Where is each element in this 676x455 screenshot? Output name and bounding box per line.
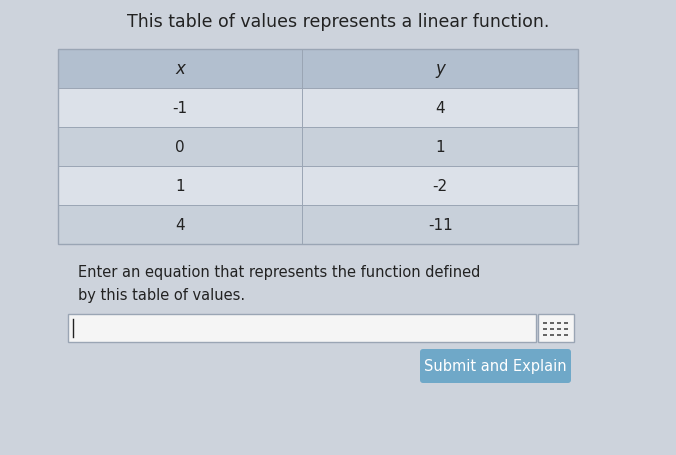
Bar <box>557 334 561 336</box>
Text: 4: 4 <box>435 101 445 116</box>
Bar <box>557 322 561 324</box>
Text: -1: -1 <box>172 101 188 116</box>
Bar <box>58 50 578 244</box>
Text: 0: 0 <box>175 140 185 155</box>
Text: -11: -11 <box>428 217 452 233</box>
Bar <box>543 322 547 324</box>
Bar <box>58 128 302 167</box>
Bar <box>302 89 578 128</box>
Text: Submit and Explain: Submit and Explain <box>424 359 566 374</box>
Bar <box>302 206 578 244</box>
Bar <box>557 328 561 330</box>
Text: x: x <box>175 61 185 78</box>
Bar <box>550 322 554 324</box>
Bar <box>543 328 547 330</box>
Text: 1: 1 <box>435 140 445 155</box>
Bar <box>302 167 578 206</box>
Bar <box>58 167 302 206</box>
Bar <box>58 89 302 128</box>
Bar <box>58 50 302 89</box>
Text: This table of values represents a linear function.: This table of values represents a linear… <box>127 13 549 31</box>
Bar <box>564 334 568 336</box>
Bar <box>564 322 568 324</box>
Bar <box>550 334 554 336</box>
Text: y: y <box>435 61 445 78</box>
FancyBboxPatch shape <box>420 349 571 383</box>
Bar <box>564 328 568 330</box>
Bar <box>58 206 302 244</box>
Text: -2: -2 <box>433 179 448 193</box>
Bar <box>550 328 554 330</box>
Bar <box>302 50 578 89</box>
Bar <box>543 334 547 336</box>
Text: Enter an equation that represents the function defined
by this table of values.: Enter an equation that represents the fu… <box>78 264 481 303</box>
Bar <box>538 314 574 342</box>
Bar <box>302 128 578 167</box>
Bar <box>68 314 536 342</box>
Text: 4: 4 <box>175 217 185 233</box>
Text: 1: 1 <box>175 179 185 193</box>
